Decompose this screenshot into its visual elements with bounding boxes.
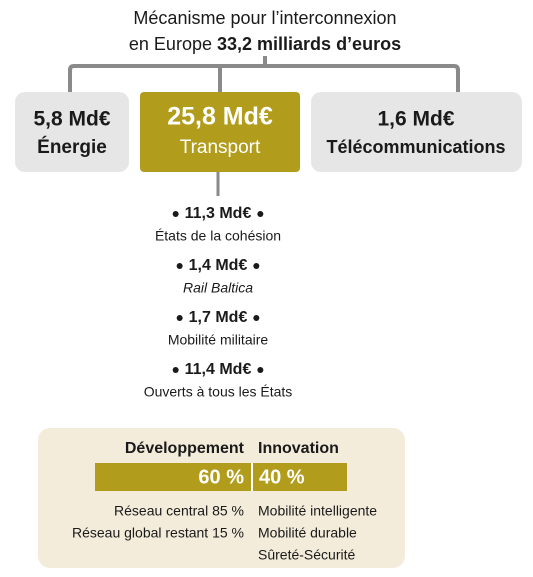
- energy-amount: 5,8 Md€: [33, 108, 110, 131]
- telecom-amount: 1,6 Md€: [377, 108, 454, 131]
- innov-line: Mobilité durable: [258, 525, 357, 541]
- bullet: [257, 367, 264, 373]
- item-amount: 11,3 Md€: [185, 205, 252, 222]
- bullet: [257, 211, 264, 217]
- innov-heading: Innovation: [258, 440, 339, 457]
- item-amount: 1,7 Md€: [189, 309, 248, 326]
- title-prefix: en Europe: [129, 34, 212, 54]
- dev-line: Réseau global restant 15 %: [72, 525, 244, 541]
- dev-share: 60 %: [198, 466, 244, 488]
- bullet: [172, 211, 179, 217]
- transport-label: Transport: [180, 137, 261, 158]
- connector: [68, 56, 460, 92]
- bullet: [253, 315, 260, 321]
- title-total: 33,2 milliards d’euros: [217, 34, 401, 54]
- dev-line: Réseau central 85 %: [114, 503, 244, 519]
- item-label: Ouverts à tous les États: [144, 384, 293, 400]
- title-line1: Mécanisme pour l’interconnexion: [133, 8, 396, 28]
- transport-amount: 25,8 Md€: [167, 103, 273, 131]
- innov-share: 40 %: [259, 466, 305, 488]
- bullet: [176, 315, 183, 321]
- telecom-box: [311, 92, 522, 172]
- item-label: Mobilité militaire: [168, 332, 269, 348]
- innov-line: Sûreté-Sécurité: [258, 547, 355, 563]
- transport-box: [140, 92, 300, 172]
- telecom-label: Télécommunications: [326, 137, 505, 157]
- energy-box: [15, 92, 129, 172]
- panel-lines: Réseau central 85 % Réseau global restant…: [72, 503, 377, 563]
- item-amount: 11,4 Md€: [185, 361, 252, 378]
- bullet: [172, 367, 179, 373]
- energy-label: Énergie: [37, 136, 107, 158]
- bullet: [253, 263, 260, 269]
- item-label: Rail Baltica: [183, 280, 253, 296]
- share-bar: [95, 463, 347, 491]
- title-line2: en Europe 33,2 milliards d’euros: [129, 34, 401, 54]
- innov-line: Mobilité intelligente: [258, 503, 377, 519]
- items: 11,3 Md€ États de la cohésion 1,4 Md€ Rail …: [144, 205, 293, 399]
- dev-heading: Développement: [125, 440, 245, 457]
- item-label: États de la cohésion: [155, 228, 281, 244]
- item-amount: 1,4 Md€: [189, 257, 248, 274]
- bullet: [176, 263, 183, 269]
